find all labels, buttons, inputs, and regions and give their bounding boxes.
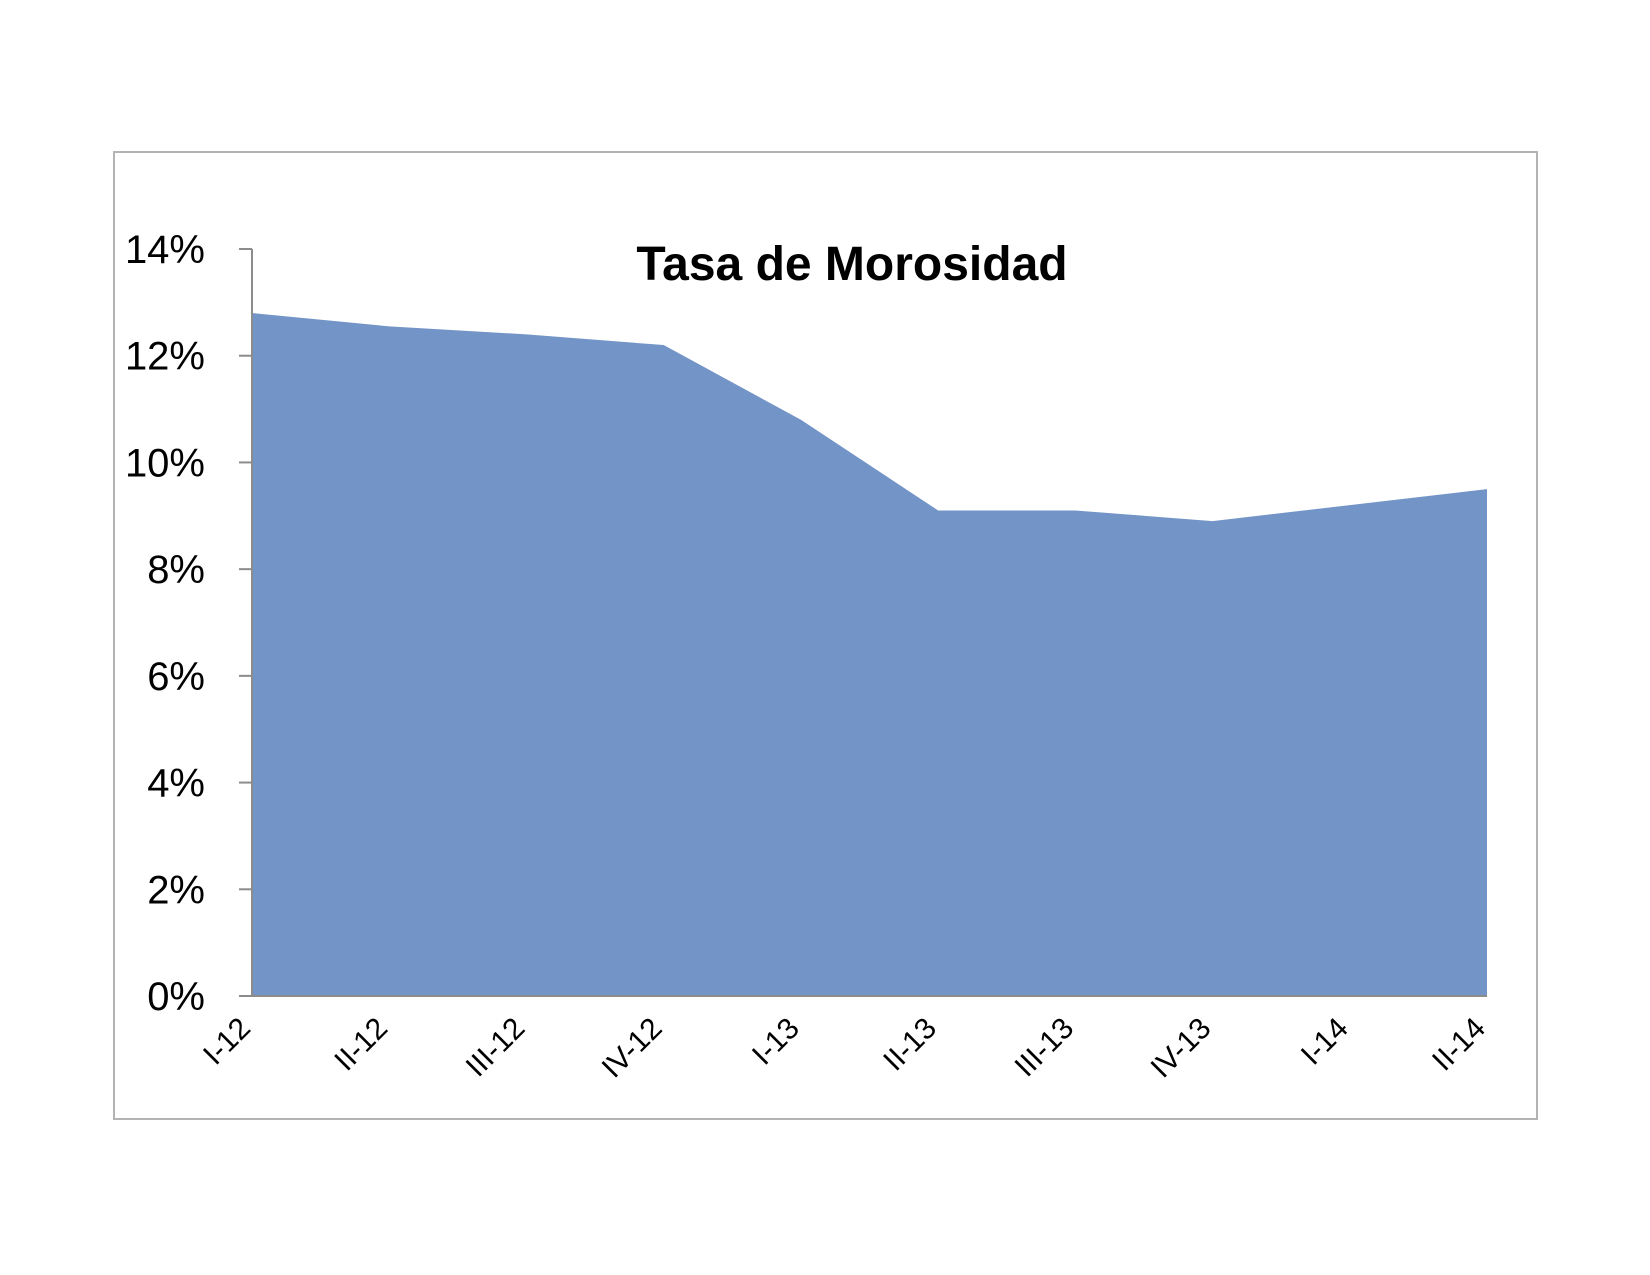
y-tick-label: 14% <box>125 228 205 272</box>
y-tick-label: 2% <box>147 868 205 912</box>
y-tick-label: 0% <box>147 975 205 1019</box>
y-tick-label: 12% <box>125 335 205 379</box>
axis-layer <box>239 248 1487 997</box>
area-layer <box>252 313 1487 996</box>
y-tick-label: 8% <box>147 548 205 592</box>
chart-title: Tasa de Morosidad <box>636 238 1067 291</box>
y-tick-label: 4% <box>147 762 205 806</box>
y-tick-label: 6% <box>147 655 205 699</box>
y-tick-label: 10% <box>125 441 205 485</box>
area-series <box>252 313 1487 996</box>
